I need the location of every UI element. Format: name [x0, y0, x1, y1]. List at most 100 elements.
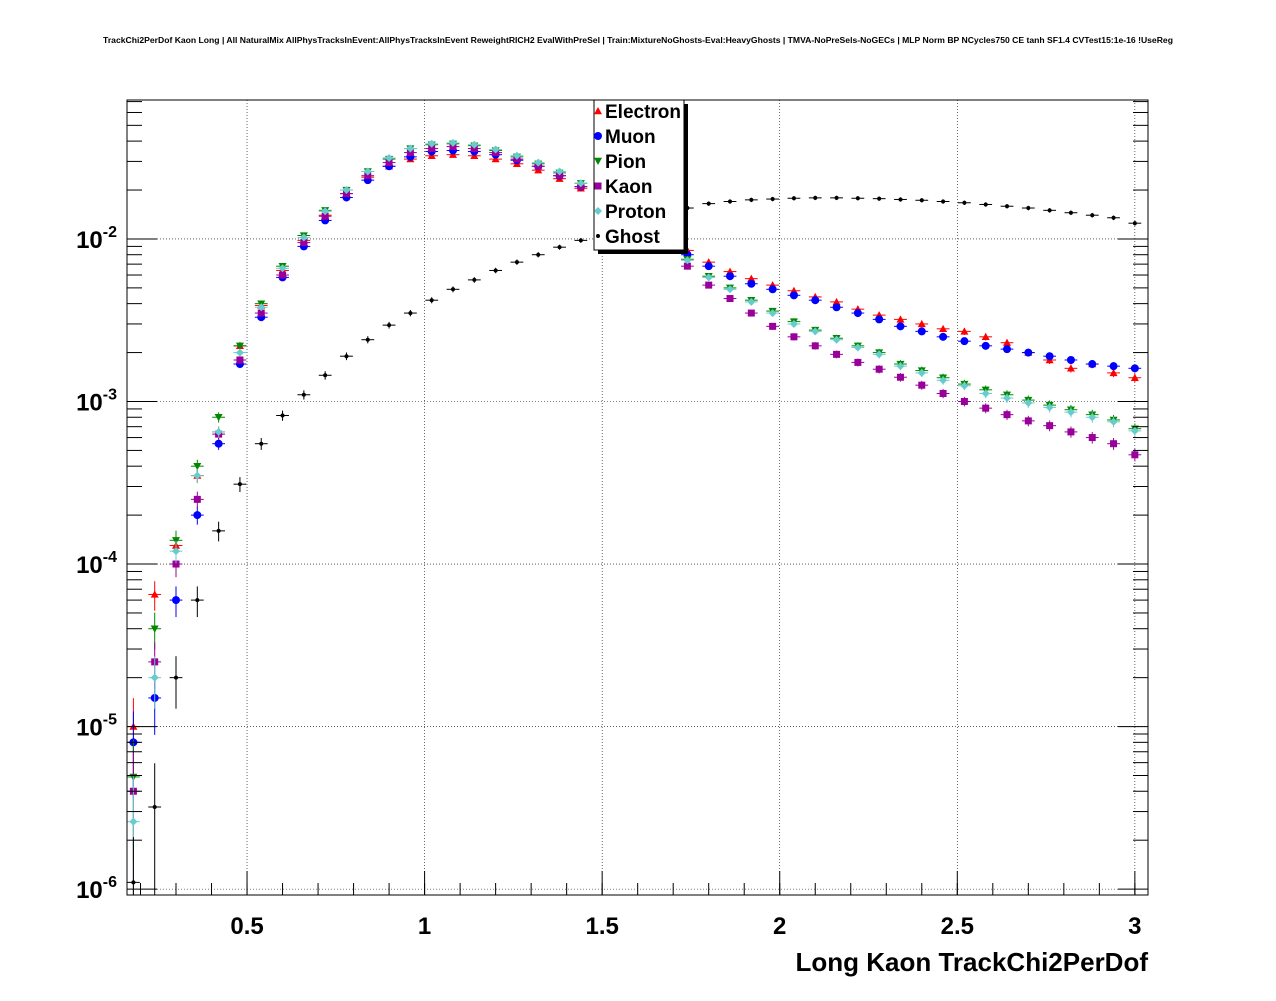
data-point-muon	[811, 296, 820, 305]
x-tick-label: 3	[1128, 913, 1141, 940]
data-point-muon	[1088, 360, 1097, 369]
data-point-muon	[896, 322, 905, 331]
data-point-proton	[363, 167, 372, 176]
data-point-muon	[832, 303, 841, 312]
data-point-kaon	[279, 271, 287, 279]
y-tick-exponent: -3	[103, 386, 117, 403]
y-tick-label: 10-4	[76, 549, 117, 579]
data-point-proton	[534, 158, 543, 167]
data-point-electron	[939, 324, 948, 333]
legend-box	[593, 99, 685, 251]
data-point-ghost	[557, 245, 562, 250]
data-point-ghost	[578, 238, 583, 243]
y-tick-label: 10-5	[76, 712, 117, 742]
data-point-proton	[683, 256, 692, 265]
data-point-muon	[917, 327, 926, 336]
x-tick-label: 2	[773, 913, 786, 940]
data-point-ghost	[174, 675, 179, 680]
data-point-proton	[257, 303, 266, 312]
data-point-proton	[747, 297, 756, 306]
data-point-electron	[1130, 373, 1139, 381]
y-tick-label: 10-2	[76, 224, 117, 254]
data-point-ghost	[813, 195, 818, 200]
data-point-proton	[470, 140, 479, 149]
data-point-ghost	[536, 252, 541, 257]
data-point-ghost	[301, 392, 306, 397]
data-point-ghost	[898, 197, 903, 202]
data-point-kaon	[811, 342, 819, 350]
data-point-ghost	[706, 201, 711, 206]
data-point-ghost	[152, 805, 157, 810]
axis-ticks	[127, 101, 1148, 895]
x-axis-title: Long Kaon TrackChi2PerDof	[796, 947, 1149, 977]
data-point-kaon	[769, 322, 777, 330]
data-point-proton	[1109, 417, 1118, 426]
y-tick-exponent: -2	[103, 224, 117, 241]
data-point-ghost	[1090, 213, 1095, 218]
data-point-ghost	[280, 413, 285, 418]
data-point-muon	[768, 285, 777, 294]
legend-marker-ghost	[596, 234, 600, 238]
data-point-muon	[1130, 364, 1139, 373]
legend-label-proton: Proton	[605, 202, 666, 223]
data-point-muon	[214, 439, 223, 448]
data-point-kaon	[1003, 411, 1011, 419]
data-point-muon	[1066, 356, 1075, 365]
data-point-electron	[981, 332, 990, 341]
data-point-proton	[896, 362, 905, 371]
data-point-ghost	[941, 199, 946, 204]
data-point-kaon	[705, 281, 713, 289]
data-point-kaon	[385, 159, 393, 167]
data-point-electron	[1066, 364, 1075, 372]
series-ghost	[127, 195, 1142, 895]
data-point-proton	[129, 817, 138, 826]
data-point-kaon	[300, 239, 308, 247]
y-tick-base: 10	[76, 389, 103, 416]
data-point-ghost	[728, 199, 733, 204]
data-point-kaon	[321, 212, 329, 220]
data-point-proton	[193, 471, 202, 480]
data-point-ghost	[1047, 208, 1052, 213]
data-point-ghost	[344, 354, 349, 359]
data-point-proton	[960, 381, 969, 390]
data-point-proton	[789, 319, 798, 328]
data-point-ghost	[493, 268, 498, 273]
legend-label-muon: Muon	[605, 127, 656, 148]
data-point-kaon	[982, 404, 990, 412]
data-point-ghost	[131, 880, 136, 885]
data-point-proton	[917, 368, 926, 377]
data-point-ghost	[259, 441, 264, 446]
chart-title: TrackChi2PerDof Kaon Long | All NaturalM…	[103, 35, 1173, 45]
data-point-kaon	[960, 397, 968, 405]
data-point-proton	[150, 673, 159, 682]
x-tick-label: 1.5	[585, 913, 618, 940]
x-tick-label: 2.5	[941, 913, 974, 940]
data-point-kaon	[683, 262, 691, 270]
data-point-proton	[342, 186, 351, 195]
y-tick-label: 10-3	[76, 386, 117, 416]
data-point-pion	[235, 342, 244, 350]
data-point-ghost	[834, 195, 839, 200]
data-point-muon	[704, 262, 713, 271]
legend-label-pion: Pion	[605, 152, 646, 173]
data-point-proton	[385, 153, 394, 162]
data-point-ghost	[365, 337, 370, 342]
data-point-kaon	[406, 149, 414, 157]
data-point-kaon	[747, 309, 755, 317]
y-tick-base: 10	[76, 227, 103, 254]
data-point-kaon	[939, 389, 947, 397]
data-point-proton	[726, 285, 735, 294]
data-point-proton	[299, 233, 308, 242]
data-point-kaon	[896, 373, 904, 381]
data-point-proton	[1045, 403, 1054, 412]
data-point-kaon	[833, 350, 841, 358]
data-point-pion	[193, 462, 202, 471]
data-point-kaon	[1024, 417, 1032, 425]
x-tick-label: 1	[418, 913, 431, 940]
data-point-proton	[1066, 408, 1075, 417]
data-point-muon	[1024, 348, 1033, 357]
data-point-muon	[960, 337, 969, 346]
data-point-proton	[172, 547, 181, 556]
data-point-ghost	[962, 200, 967, 205]
